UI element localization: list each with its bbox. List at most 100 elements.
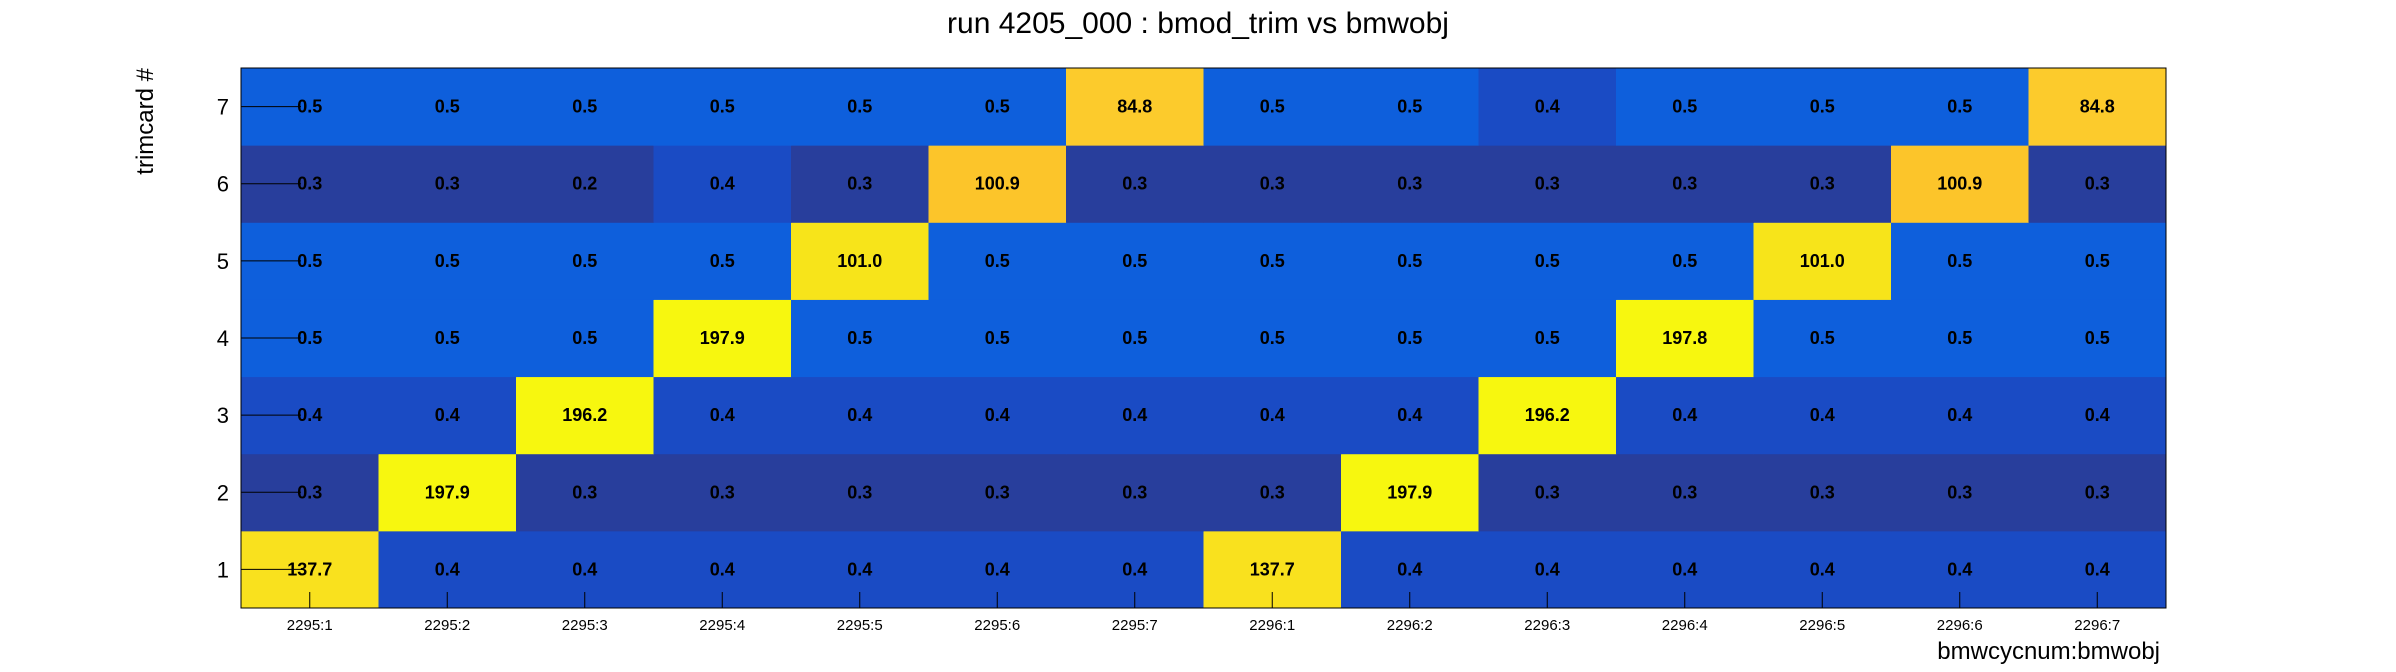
y-tick-label: 5 [217, 249, 229, 274]
cell-value-label: 0.4 [1122, 405, 1147, 425]
heatmap-cell [928, 376, 1067, 455]
heatmap-cell [1478, 68, 1617, 146]
cell-value-label: 84.8 [2080, 97, 2115, 117]
cell-value-label: 0.5 [1260, 251, 1285, 271]
cell-value-label: 0.3 [435, 174, 460, 194]
heatmap-cell [791, 222, 929, 300]
heatmap-cell [1891, 145, 2029, 223]
cell-value-label: 0.4 [435, 405, 460, 425]
heatmap-cell [928, 222, 1067, 300]
cell-value-label: 0.3 [710, 482, 735, 502]
cell-value-label: 0.5 [1122, 251, 1147, 271]
heatmap-cell [928, 145, 1067, 223]
cell-value-label: 0.3 [2085, 174, 2110, 194]
cell-value-label: 0.5 [1397, 328, 1422, 348]
heatmap-cell [516, 68, 654, 146]
x-tick-label: 2296:7 [2074, 617, 2120, 634]
cell-value-label: 0.4 [2085, 405, 2110, 425]
cell-value-label: 0.3 [1260, 482, 1285, 502]
x-tick-label: 2295:7 [1112, 617, 1158, 634]
x-tick-label: 2295:3 [562, 617, 608, 634]
cell-value-label: 0.3 [1397, 174, 1422, 194]
cell-value-label: 0.5 [985, 251, 1010, 271]
heatmap-cell [1341, 299, 1479, 378]
cell-value-label: 0.5 [1260, 97, 1285, 117]
x-tick-label: 2296:5 [1799, 617, 1845, 634]
cell-value-label: 0.4 [985, 559, 1010, 579]
cell-value-label: 0.3 [1947, 482, 1972, 502]
cell-value-label: 0.4 [1810, 559, 1835, 579]
cell-value-label: 0.4 [1947, 559, 1972, 579]
chart-title: run 4205_000 : bmod_trim vs bmwobj [947, 7, 1449, 40]
x-tick-label: 2296:6 [1937, 617, 1983, 634]
heatmap-cell [1616, 68, 1754, 146]
heatmap-cell [928, 68, 1067, 146]
cell-value-label: 0.4 [572, 559, 597, 579]
cell-value-label: 0.3 [1535, 482, 1560, 502]
heatmap-cell [1066, 222, 1204, 300]
cell-value-label: 0.4 [1810, 405, 1835, 425]
cell-value-label: 100.9 [1937, 174, 1982, 194]
heatmap-cell [1891, 453, 2029, 532]
heatmap-cell [516, 376, 654, 455]
x-tick-label: 2295:6 [974, 617, 1020, 634]
heatmap-cell [1341, 145, 1479, 223]
x-tick-label: 2296:3 [1524, 617, 1570, 634]
heatmap-cell [1616, 299, 1754, 378]
heatmap-cell [791, 453, 929, 532]
y-axis: 1 2 3 4 5 6 7 [217, 95, 301, 582]
cell-value-label: 0.5 [1810, 97, 1835, 117]
cell-value-label: 0.4 [1535, 559, 1560, 579]
heatmap-cell [1203, 299, 1342, 378]
cell-value-label: 0.4 [1947, 405, 1972, 425]
y-tick-label: 1 [217, 557, 229, 582]
cell-value-label: 84.8 [1117, 97, 1152, 117]
heatmap-cell [1616, 453, 1754, 532]
heatmap-cell [1066, 376, 1204, 455]
y-tick-label: 3 [217, 403, 229, 428]
cell-value-label: 0.5 [1672, 97, 1697, 117]
heatmap-cell [1203, 145, 1342, 223]
heatmap-cell [791, 376, 929, 455]
cell-value-label: 0.5 [710, 251, 735, 271]
cell-value-label: 0.5 [572, 97, 597, 117]
cell-value-label: 0.5 [1947, 97, 1972, 117]
cell-value-label: 0.3 [297, 482, 322, 502]
cell-value-label: 137.7 [1250, 559, 1295, 579]
cell-value-label: 0.5 [297, 97, 322, 117]
heatmap-cell [516, 222, 654, 300]
heatmap-cell [1891, 299, 2029, 378]
y-axis-title: trimcard # [132, 67, 159, 174]
heatmap-cell [1203, 453, 1342, 532]
cell-value-label: 0.5 [1397, 251, 1422, 271]
cell-value-label: 0.4 [710, 405, 735, 425]
cell-value-label: 0.3 [1672, 174, 1697, 194]
cell-value-label: 0.5 [1947, 251, 1972, 271]
cell-value-label: 197.9 [425, 482, 470, 502]
x-tick-label: 2295:4 [699, 617, 745, 634]
cell-value-label: 0.5 [435, 97, 460, 117]
cell-value-label: 0.5 [1535, 328, 1560, 348]
heatmap-cell [378, 299, 517, 378]
cell-value-label: 197.8 [1662, 328, 1707, 348]
y-tick-label: 2 [217, 480, 229, 505]
heatmap-cell [791, 145, 929, 223]
cell-value-label: 197.9 [1387, 482, 1432, 502]
cell-value-label: 0.5 [297, 251, 322, 271]
heatmap-cell [1616, 376, 1754, 455]
heatmap-cell [1203, 68, 1342, 146]
heatmap-cell [378, 222, 517, 300]
heatmap-cell [1066, 145, 1204, 223]
heatmap-cell [791, 68, 929, 146]
cell-value-label: 0.5 [985, 328, 1010, 348]
cell-value-label: 0.4 [847, 559, 872, 579]
cell-value-label: 0.5 [1810, 328, 1835, 348]
heatmap-cells [241, 68, 2167, 609]
heatmap-cell [1753, 68, 1892, 146]
cell-value-label: 0.4 [1672, 405, 1697, 425]
heatmap-cell [1341, 68, 1479, 146]
cell-value-label: 0.5 [435, 251, 460, 271]
cell-value-label: 0.3 [1122, 174, 1147, 194]
heatmap-cell [1478, 222, 1617, 300]
